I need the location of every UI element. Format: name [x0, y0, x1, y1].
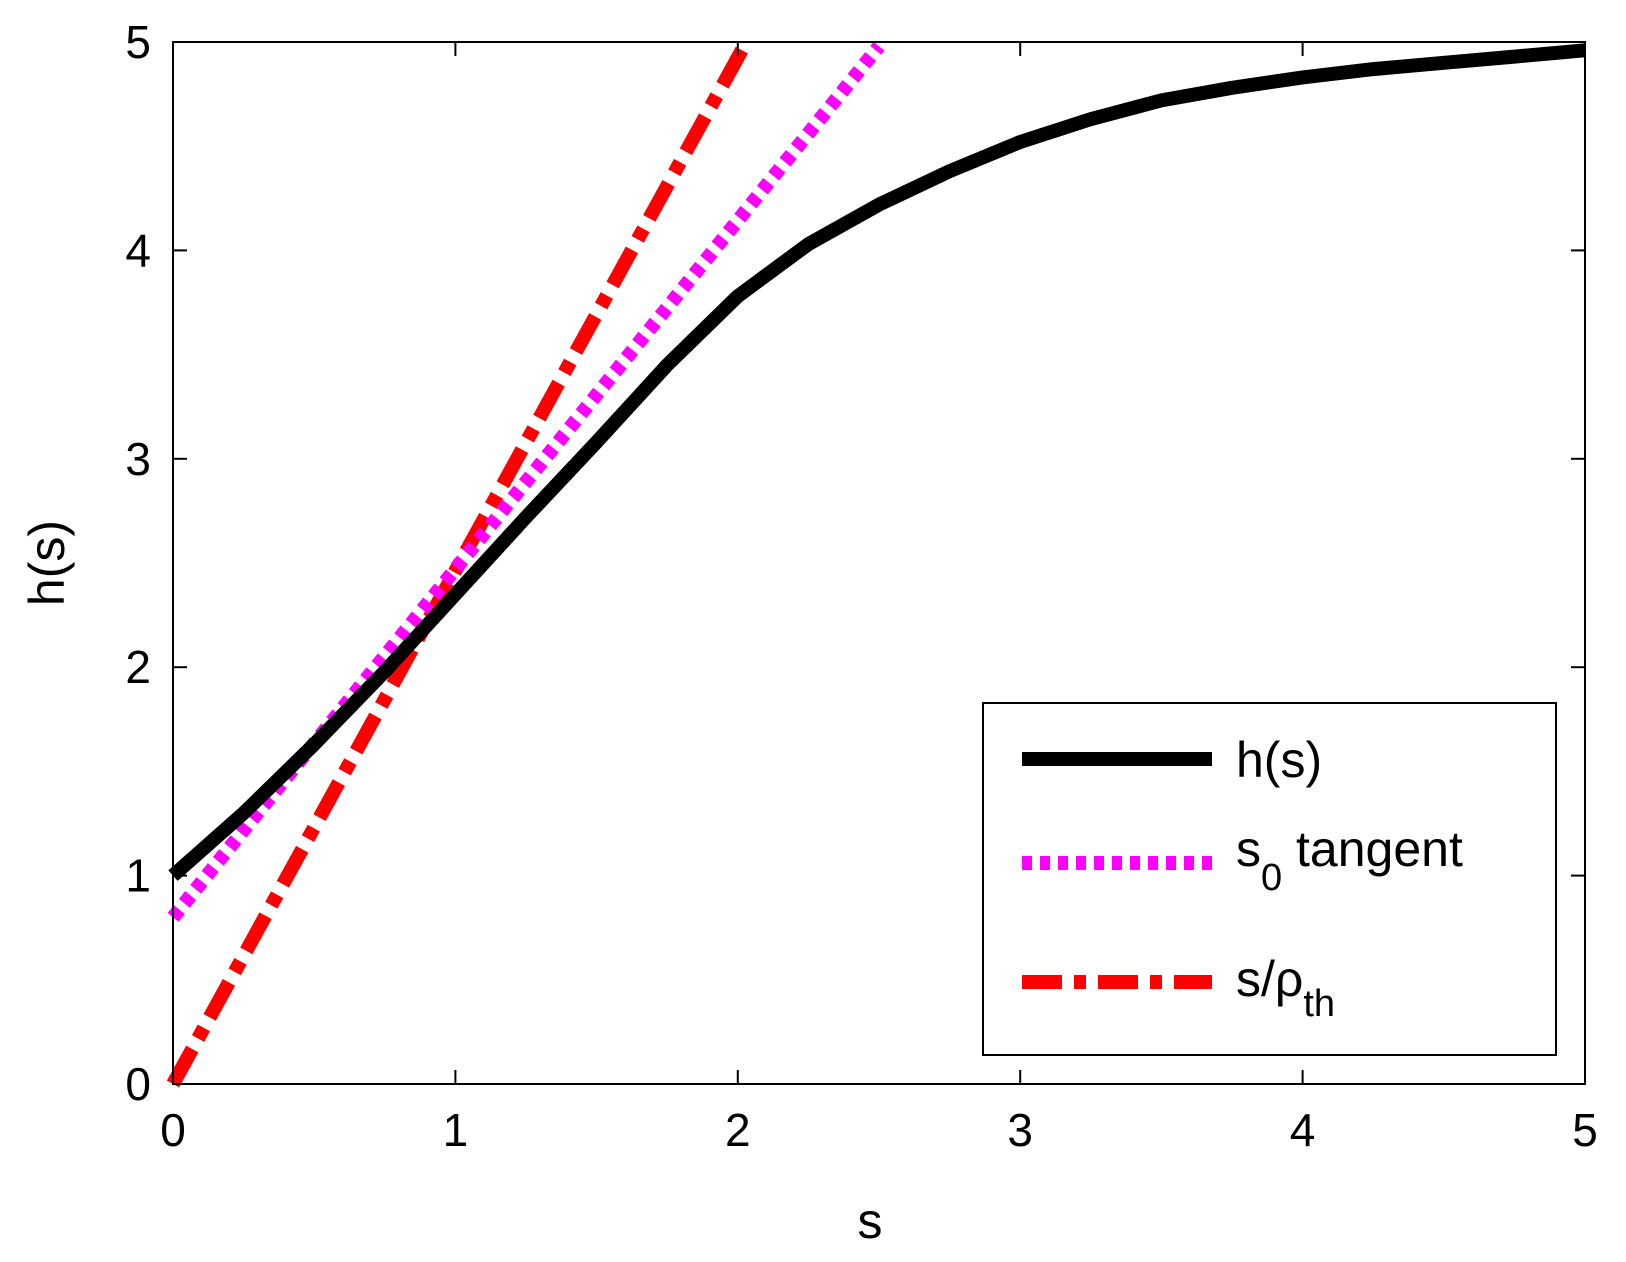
- y-tick-label: 2: [125, 641, 151, 693]
- x-tick-label: 3: [1007, 1104, 1033, 1156]
- series-h: [168, 43, 1586, 881]
- x-tick-label: 4: [1290, 1104, 1316, 1156]
- legend-tangent-sub: 0: [1261, 857, 1282, 899]
- legend-tangent-main: s: [1236, 821, 1261, 877]
- legend: h(s) s0 tangent s/ρth: [982, 702, 1557, 1056]
- plot-frame: [172, 41, 1586, 1085]
- legend-label-rho: s/ρth: [1236, 951, 1335, 1025]
- tick-labels: 0 1 2 3 4 5 0 1 2 3 4 5: [125, 16, 1597, 1156]
- legend-label-tangent: s0 tangent: [1236, 821, 1463, 899]
- ticks: [172, 41, 1586, 1085]
- legend-tangent-rest: tangent: [1282, 821, 1463, 877]
- y-tick-label: 4: [125, 224, 151, 276]
- y-tick-label: 0: [125, 1058, 151, 1110]
- x-tick-label: 2: [725, 1104, 751, 1156]
- y-tick-label: 3: [125, 433, 151, 485]
- legend-rho-sub: th: [1303, 983, 1335, 1025]
- x-tick-label: 1: [443, 1104, 469, 1156]
- legend-rho-main: s/ρ: [1236, 951, 1303, 1007]
- x-tick-label: 5: [1572, 1104, 1598, 1156]
- x-axis-label: s: [858, 1193, 883, 1249]
- y-axis-label: h(s): [19, 520, 75, 606]
- y-tick-label: 1: [125, 850, 151, 902]
- y-tick-label: 5: [125, 16, 151, 68]
- x-tick-label: 0: [160, 1104, 186, 1156]
- plot-lines: [166, 38, 1586, 1088]
- legend-label-h: h(s): [1236, 732, 1322, 788]
